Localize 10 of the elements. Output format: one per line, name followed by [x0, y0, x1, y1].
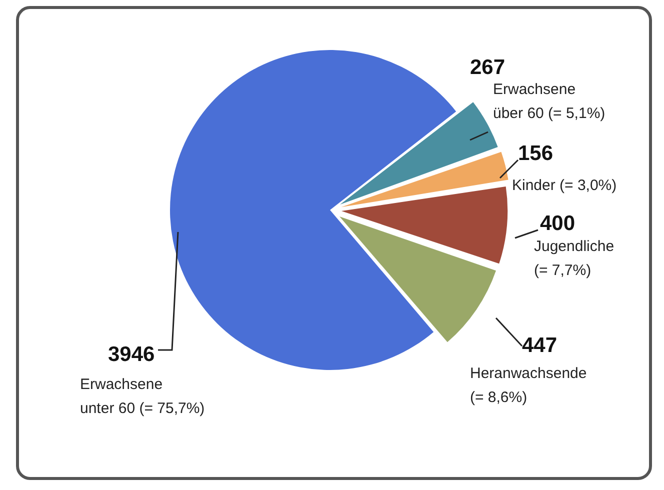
data-label: 447 — [522, 334, 558, 357]
data-label: 267 — [470, 56, 506, 79]
slice-label: Kinder (= 3,0%) — [512, 177, 617, 194]
slice-label: Erwachsene unter 60 (= 75,7%) — [80, 376, 205, 417]
slice-label: Heranwachsende (= 8,6%) — [470, 365, 587, 406]
data-label: 156 — [518, 142, 554, 165]
slice-label: Jugendliche (= 7,7%) — [534, 238, 614, 279]
data-label: 3946 — [108, 343, 155, 366]
slice-label: Erwachsene über 60 (= 5,1%) — [493, 81, 606, 122]
data-label: 400 — [540, 212, 576, 235]
